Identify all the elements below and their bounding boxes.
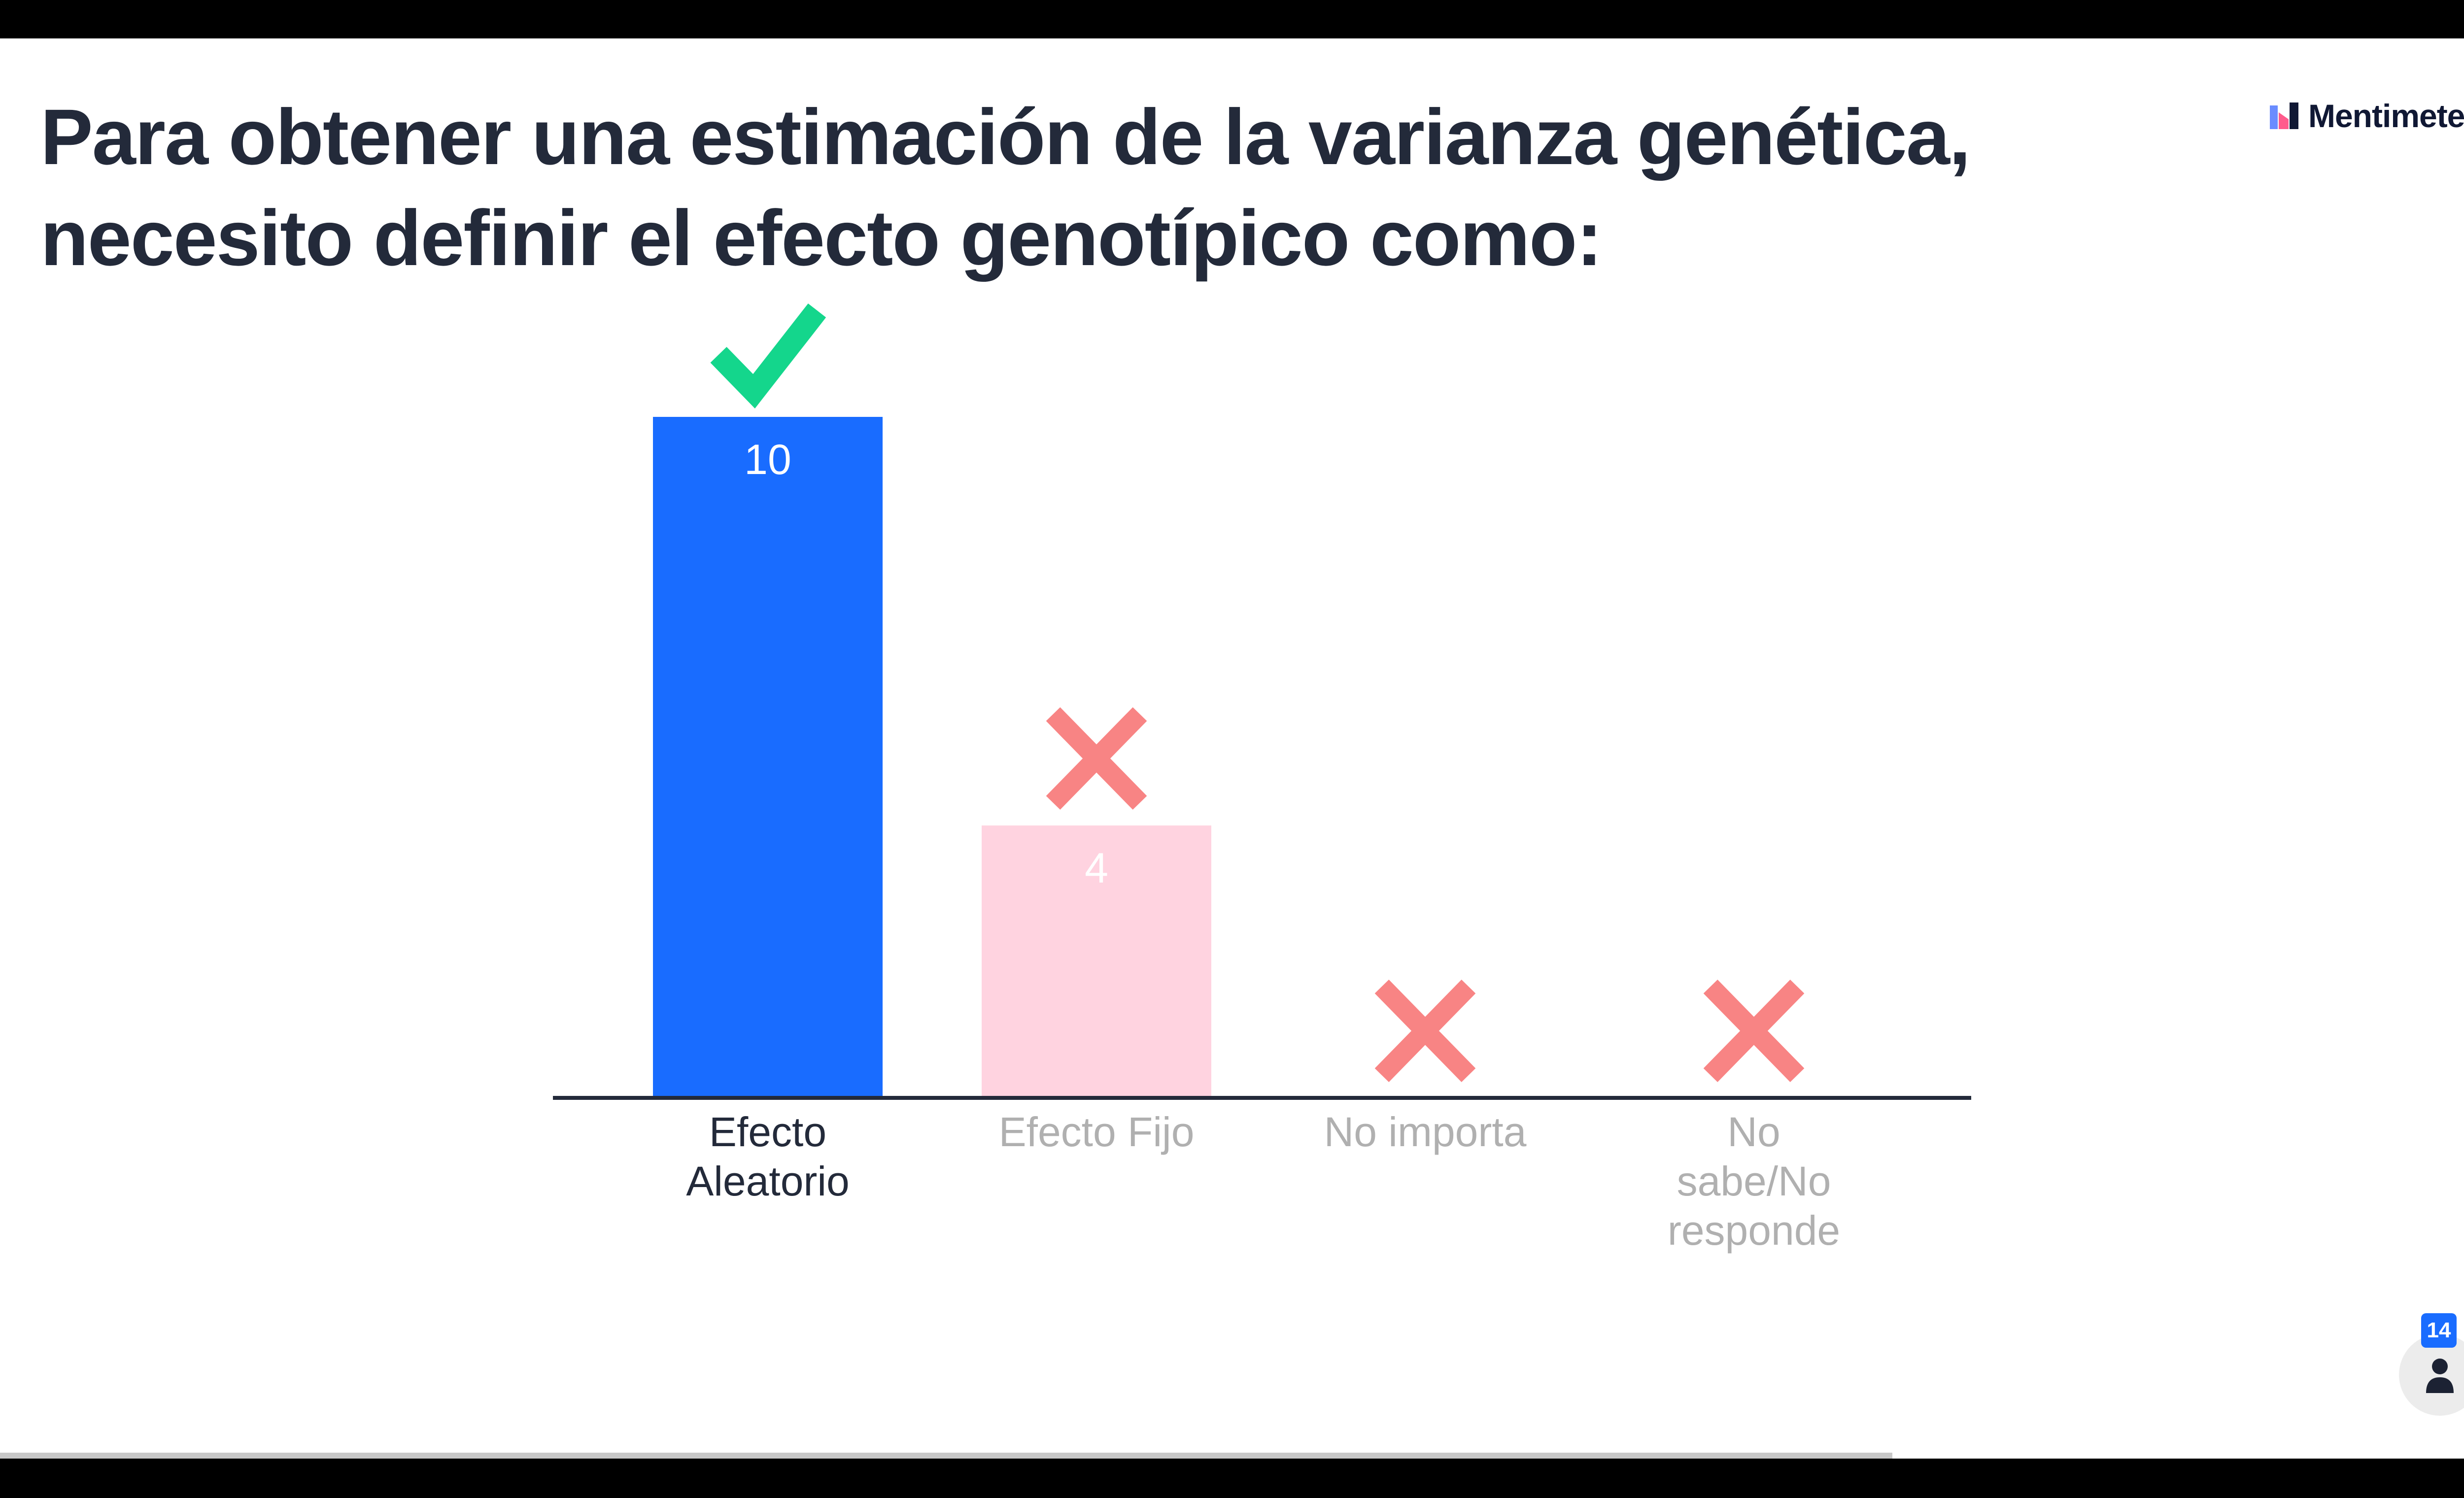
brand-name: Mentimeter xyxy=(2308,98,2464,134)
person-icon xyxy=(2426,1359,2454,1393)
incorrect-cross-icon xyxy=(1046,707,1147,810)
presentation-progress-fill xyxy=(0,1453,1892,1459)
category-label: responde xyxy=(1668,1207,1840,1254)
category-label: sabe/No xyxy=(1677,1158,1831,1204)
category-label: Aleatorio xyxy=(686,1158,850,1204)
category-label: Efecto xyxy=(709,1109,826,1155)
incorrect-cross-icon xyxy=(1703,980,1805,1082)
question-title: Para obtener una estimación de la varian… xyxy=(40,93,1971,282)
value-label: 4 xyxy=(1085,845,1108,892)
participant-count-badge: 14 xyxy=(2421,1313,2457,1348)
mentimeter-logo: Mentimeter xyxy=(2270,98,2464,134)
category-label: No xyxy=(1727,1109,1780,1155)
participants-widget[interactable]: 14 xyxy=(2399,1313,2464,1417)
value-label: 10 xyxy=(744,436,791,483)
category-label: Efecto Fijo xyxy=(999,1109,1195,1155)
mentimeter-logo-icon xyxy=(2270,102,2298,129)
correct-check-icon xyxy=(710,303,826,409)
bar xyxy=(653,417,883,1098)
bottom-letterbox xyxy=(0,1459,2464,1498)
incorrect-cross-icon xyxy=(1374,980,1476,1082)
bar xyxy=(982,825,1211,1098)
category-label: No importa xyxy=(1324,1109,1527,1155)
top-letterbox xyxy=(0,0,2464,38)
presentation-progress xyxy=(0,1453,2464,1459)
